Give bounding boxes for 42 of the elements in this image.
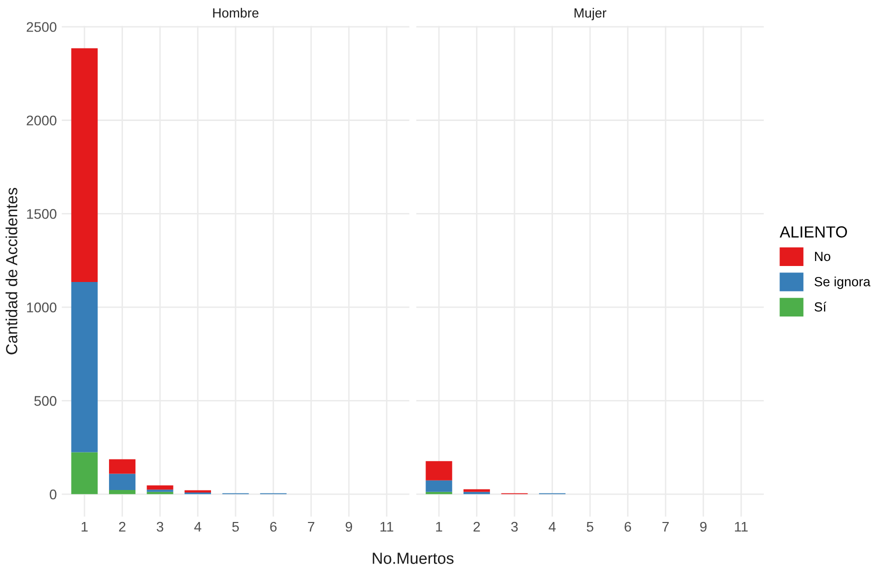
y-tick-label: 1500 [27, 209, 56, 219]
bar [109, 490, 136, 494]
bar [109, 459, 136, 474]
x-tick-label: 5 [586, 522, 594, 532]
x-tick-label: 11 [380, 522, 394, 532]
x-tick-label: 9 [700, 522, 707, 532]
bar [71, 48, 98, 282]
bar [109, 474, 136, 490]
y-tick-label: 1000 [27, 302, 56, 312]
chart-title: Mujer [574, 8, 606, 20]
x-tick-label: 11 [734, 522, 748, 532]
x-tick-label: 6 [624, 522, 632, 532]
bar [146, 485, 174, 490]
bar [426, 480, 452, 492]
x-tick-label: 4 [194, 522, 202, 532]
x-tick-label: 2 [119, 522, 126, 532]
y-tick-label: 0 [50, 490, 56, 500]
bar [71, 452, 98, 494]
x-tick-label: 6 [270, 522, 277, 532]
x-tick-label: 7 [308, 522, 314, 532]
x-axis-title: No.Muertos [372, 552, 454, 564]
x-tick-label: 3 [511, 522, 518, 532]
x-tick-label: 1 [82, 522, 88, 532]
x-tick-label: 1 [436, 522, 442, 532]
y-tick-label: 500 [34, 396, 56, 406]
x-tick-label: 3 [156, 522, 164, 532]
y-tick-label: 2000 [26, 116, 56, 126]
x-tick-label: 2 [474, 522, 480, 532]
y-tick-label: 2500 [26, 22, 56, 32]
chart-title: Hombre [213, 8, 258, 18]
legend-title: ALIENTO [780, 226, 847, 238]
x-tick-label: 7 [662, 522, 669, 532]
x-tick-label: 4 [548, 522, 556, 532]
x-tick-label: 5 [232, 522, 239, 532]
bar [426, 461, 452, 480]
bar [71, 282, 98, 452]
legend-label: Se ignora [814, 276, 870, 289]
legend-label: No [815, 252, 830, 262]
bar [463, 489, 490, 492]
legend-label: Sí [814, 302, 826, 312]
x-tick-label: 9 [346, 522, 352, 532]
y-axis-title: Cantidad de Accidentes [6, 188, 18, 354]
